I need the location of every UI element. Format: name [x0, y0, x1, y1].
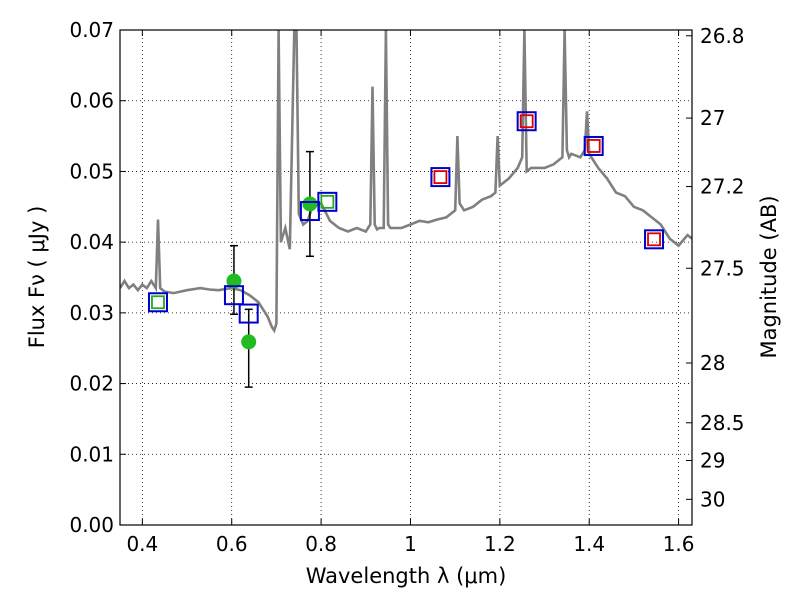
x-tick-label: 1: [404, 532, 417, 556]
observed-point: [302, 196, 318, 212]
x-tick-label: 0.4: [126, 532, 158, 556]
y2-tick-label: 29: [700, 449, 725, 473]
marker-layer: [147, 111, 665, 388]
x-axis-label: Wavelength λ (μm): [306, 564, 507, 588]
y-tick-label: 0.03: [69, 301, 114, 325]
y-tick-label: 0.01: [69, 442, 114, 466]
model-square: [147, 292, 168, 313]
model-square: [430, 167, 451, 188]
y2-tick-label: 27.5: [700, 256, 745, 280]
y2-tick-label: 28.5: [700, 411, 745, 435]
y-tick-label: 0.02: [69, 372, 114, 396]
model-square-inner: [519, 114, 534, 129]
x-tick-label: 1.6: [663, 532, 695, 556]
sed-line-layer: [120, 30, 692, 334]
y-tick-label: 0.07: [69, 18, 114, 42]
model-square-inner: [320, 194, 335, 209]
model-square: [317, 191, 338, 212]
plot-frame: [119, 29, 693, 526]
model-square: [644, 229, 665, 250]
y-tick-label: 0.06: [69, 89, 114, 113]
x-tick-label: 0.6: [216, 532, 248, 556]
model-square: [583, 135, 604, 156]
y2-tick-label: 27.2: [700, 175, 745, 199]
model-square-inner: [647, 232, 661, 247]
model-square: [238, 303, 259, 324]
y-tick-label: 0.05: [69, 159, 114, 183]
model-square: [223, 285, 244, 306]
observed-point: [241, 334, 257, 350]
y-axis-label: Flux Fν ( μJy ): [25, 206, 49, 349]
observed-point: [226, 273, 242, 289]
x-tick-label: 1.2: [484, 532, 516, 556]
y2-tick-label: 30: [700, 487, 725, 511]
y-tick-label: 0.04: [69, 230, 114, 254]
y2-tick-label: 28: [700, 351, 725, 375]
x-tick-label: 0.8: [305, 532, 337, 556]
sed-line: [120, 30, 692, 334]
y2-tick-label: 27: [700, 106, 725, 130]
model-square-inner: [151, 295, 165, 310]
x-tick-label: 1.4: [573, 532, 605, 556]
grid: [120, 29, 692, 526]
model-square: [516, 111, 537, 132]
y2-axis-label: Magnitude (AB): [757, 195, 781, 358]
y-tick-label: 0.00: [69, 513, 114, 537]
model-square-inner: [586, 139, 601, 153]
ticks: 0.4 0.6 0.8 1 1.2 1.4 1.6 0.00 0.01 0.02 0.03 0.04 0…: [69, 18, 744, 556]
y2-tick-label: 26.8: [700, 24, 745, 48]
model-square-inner: [433, 170, 448, 184]
